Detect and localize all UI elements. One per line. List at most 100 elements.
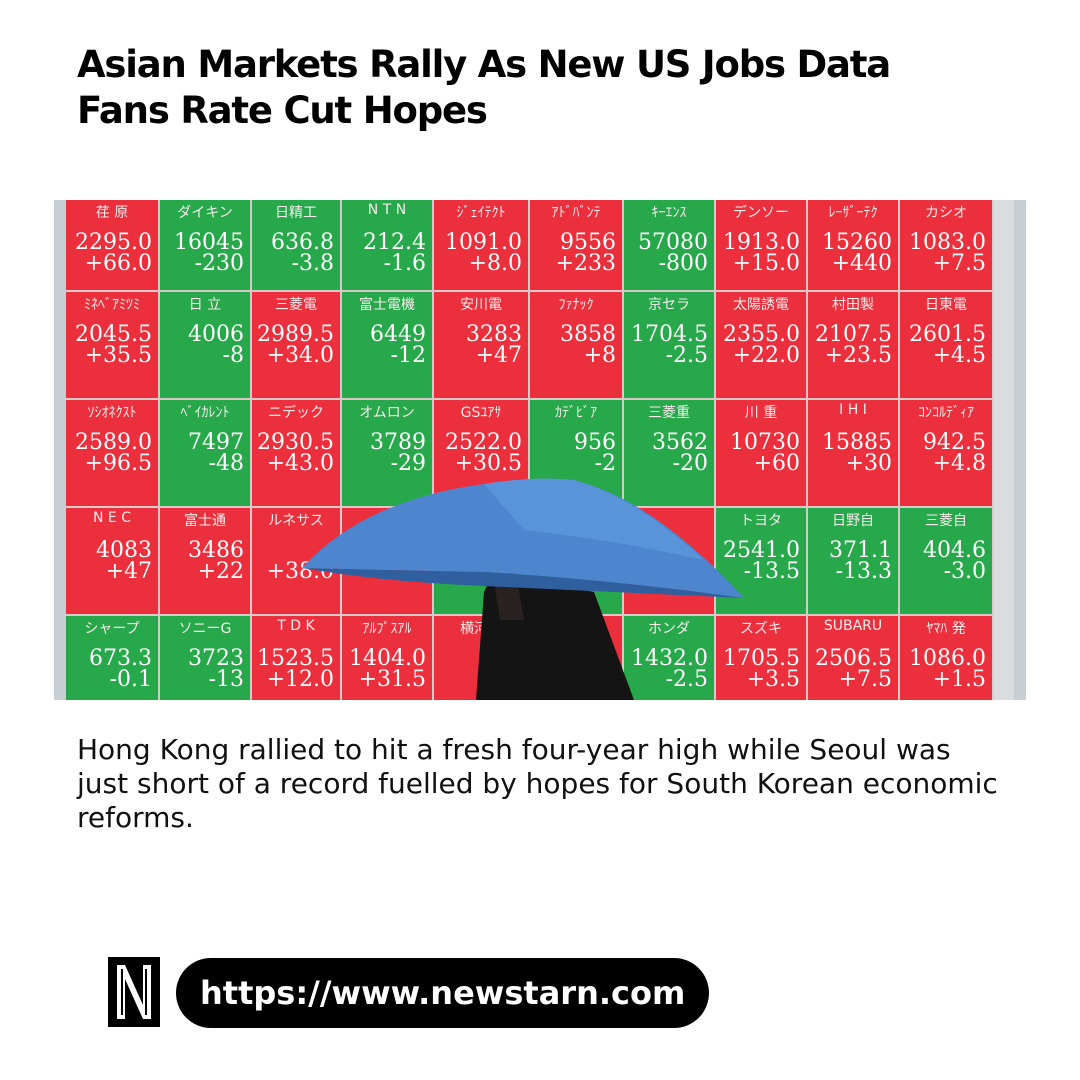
stock-price: 2930.5	[257, 430, 334, 455]
stock-price: 3789	[370, 430, 426, 455]
stock-change: +3.5	[746, 667, 800, 692]
stock-price: 371.1	[829, 538, 892, 563]
stock-name: 日 立	[188, 297, 222, 313]
stock-name: SUBARU	[823, 618, 883, 634]
stock-name: ﾐﾈﾍﾞｱﾐﾂﾐ	[84, 297, 140, 313]
stock-cell: ニデック 2930.5 +43.0	[252, 400, 342, 508]
stock-cell: 三菱電 2989.5 +34.0	[252, 292, 342, 400]
stock-price: 404.6	[923, 538, 986, 563]
stock-cell: 安川電 3283 +47	[434, 292, 530, 400]
stock-cell: N T N 212.4 -1.6	[342, 200, 434, 292]
stock-cell: ｷｰｴﾝｽ 57080 -800	[624, 200, 716, 292]
stock-change: +43.0	[266, 451, 334, 476]
stock-cell: 日野自 371.1 -13.3	[808, 508, 900, 616]
stock-price: 2601.5	[909, 322, 986, 347]
stock-cell: デンソー 1913.0 +15.0	[716, 200, 808, 292]
stock-cell: 日精工 636.8 -3.8	[252, 200, 342, 292]
stock-price: 1523.5	[257, 646, 334, 671]
stock-cell: 日東電 2601.5 +4.5	[900, 292, 994, 400]
stock-change: +23.5	[824, 343, 892, 368]
stock-change: +1.5	[932, 667, 986, 692]
stock-change: -230	[194, 251, 244, 276]
stock-cell: T D K 1523.5 +12.0	[252, 616, 342, 700]
stock-change: -0.1	[109, 667, 152, 692]
stock-cell: 富士通 3486 +22	[160, 508, 252, 616]
stock-change: +47	[475, 343, 522, 368]
stock-cell: 三菱重 3562 -20	[624, 400, 716, 508]
stock-cell: ﾚｰｻﾞｰﾃｸ 15260 +440	[808, 200, 900, 292]
stock-name: 川 重	[744, 405, 778, 421]
stock-change: -8	[222, 343, 244, 368]
stock-change: -2.5	[665, 343, 708, 368]
stock-name: ﾚｰｻﾞｰﾃｸ	[828, 205, 878, 221]
stock-price: 1705.5	[723, 646, 800, 671]
stock-cell: ｱﾙﾌﾟｽｱﾙ 1404.0 +31.5	[342, 616, 434, 700]
source-url-link[interactable]: https://www.newstarn.com	[176, 958, 709, 1028]
umbrella-pedestrian	[302, 478, 744, 700]
stock-cell: 村田製 2107.5 +23.5	[808, 292, 900, 400]
stock-change: -800	[658, 251, 708, 276]
stock-cell: 荏 原 2295.0 +66.0	[66, 200, 160, 292]
stock-change: +7.5	[932, 251, 986, 276]
stock-cell: ﾍﾞｲｶﾚﾝﾄ 7497 -48	[160, 400, 252, 508]
stock-name: 日精工	[275, 205, 317, 221]
stock-price: 1432.0	[631, 646, 708, 671]
stock-name: N E C	[93, 510, 131, 526]
stock-price: 7497	[188, 430, 244, 455]
stock-price: 1913.0	[723, 230, 800, 255]
stock-change: +440	[831, 251, 892, 276]
stock-change: +12.0	[266, 667, 334, 692]
stock-name: ルネサス	[268, 513, 324, 529]
stock-cell: ソニーG 3723 -13	[160, 616, 252, 700]
stock-price: 6449	[370, 322, 426, 347]
stock-name: 荏 原	[95, 205, 129, 221]
stock-name: ﾔﾏﾊ 発	[926, 621, 966, 637]
stock-cell: シャープ 673.3 -0.1	[66, 616, 160, 700]
stock-cell: ﾐﾈﾍﾞｱﾐﾂﾐ 2045.5 +35.5	[66, 292, 160, 400]
stock-change: +96.5	[84, 451, 152, 476]
stock-price: 212.4	[363, 230, 426, 255]
stock-cell: カシオ 1083.0 +7.5	[900, 200, 994, 292]
stock-price: 2541.0	[723, 538, 800, 563]
stock-change: +8.0	[468, 251, 522, 276]
stock-change: -13.3	[835, 559, 892, 584]
stock-change: -29	[390, 451, 426, 476]
stock-price: 3486	[188, 538, 244, 563]
stock-price: 3562	[652, 430, 708, 455]
stock-price: 1404.0	[349, 646, 426, 671]
stock-name: 三菱電	[275, 297, 317, 313]
stock-price: 10730	[730, 430, 800, 455]
stock-change: +22	[197, 559, 244, 584]
stock-price: 673.3	[89, 646, 152, 671]
stock-change: +22.0	[732, 343, 800, 368]
news-photo: 荏 原 2295.0 +66.0 ダイキン 16045 -230 日精工 636.8 -3.8 N…	[54, 200, 1026, 700]
stock-price: 2522.0	[445, 430, 522, 455]
stock-change: -2	[594, 451, 616, 476]
stock-name: カシオ	[925, 205, 967, 221]
stock-change: +233	[555, 251, 616, 276]
stock-change: +35.5	[84, 343, 152, 368]
stock-price: 942.5	[923, 430, 986, 455]
stock-change: +60	[753, 451, 800, 476]
stock-change: +47	[105, 559, 152, 584]
stock-cell: スズキ 1705.5 +3.5	[716, 616, 808, 700]
stock-cell: ｺﾝｺﾙﾃﾞｨｱ 942.5 +4.8	[900, 400, 994, 508]
stock-name: ｶﾃﾞﾋﾞｱ	[555, 405, 597, 421]
stock-name: 太陽誘電	[733, 297, 789, 313]
stock-name: スズキ	[740, 621, 782, 637]
stock-change: +30	[845, 451, 892, 476]
stock-name: ﾌｧﾅｯｸ	[558, 297, 594, 313]
article-summary: Hong Kong rallied to hit a fresh four-ye…	[77, 733, 998, 834]
stock-name: 日東電	[925, 297, 967, 313]
stock-change: +66.0	[84, 251, 152, 276]
stock-change: -13	[208, 667, 244, 692]
stock-name: GSﾕｱｻ	[460, 405, 502, 421]
stock-price: 2989.5	[257, 322, 334, 347]
stock-name: ホンダ	[648, 621, 690, 637]
stock-cell: N E C 4083 +47	[66, 508, 160, 616]
stock-name: 村田製	[832, 297, 874, 313]
stock-name: ｱﾙﾌﾟｽｱﾙ	[362, 621, 412, 637]
stock-change: -3.8	[291, 251, 334, 276]
stock-name: オムロン	[359, 405, 415, 421]
stock-cell: ｿｼｵﾈｸｽﾄ 2589.0 +96.5	[66, 400, 160, 508]
